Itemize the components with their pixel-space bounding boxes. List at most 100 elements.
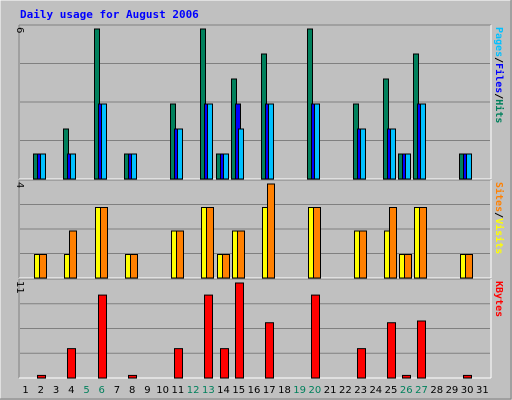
y-max-label: 6 [14,27,25,33]
x-tick-label-day-5: 5 [83,385,89,396]
x-tick-label-day-24: 24 [369,385,382,396]
x-tick-label-day-8: 8 [129,385,135,396]
legend-entry: Sites [493,182,505,212]
x-tick-label-day-22: 22 [339,385,352,396]
bar-kbytes-day-25 [387,322,396,379]
x-tick-label-day-12: 12 [187,385,200,396]
bar-kbytes-day-17 [265,322,274,379]
bar-kbytes-day-20 [311,294,320,379]
bar-sites-day-4 [69,230,77,279]
bar-pages-day-2 [40,153,46,180]
x-tick-label-day-17: 17 [263,385,276,396]
x-tick-label-day-18: 18 [278,385,291,396]
bar-kbytes-day-11 [174,348,183,379]
bar-pages-day-26 [405,153,411,180]
bar-pages-day-27 [420,103,426,180]
bar-kbytes-day-15 [235,282,244,379]
chart-title: Daily usage for August 2006 [20,8,199,21]
x-tick-label-day-28: 28 [430,385,443,396]
bar-pages-day-30 [466,153,472,180]
x-tick-label-day-2: 2 [38,385,44,396]
bar-pages-day-17 [268,103,274,180]
panel-sites-visits: 4 Sites/Visits [14,179,505,279]
bar-kbytes-day-2 [37,374,46,379]
legend-entry: / [493,93,504,99]
bar-sites-day-6 [100,207,108,279]
y-max-label: 4 [14,182,25,188]
x-tick-label-day-23: 23 [354,385,367,396]
bar-pages-day-20 [314,103,320,180]
bar-pages-day-4 [70,153,76,180]
bar-sites-day-26 [404,254,412,279]
bar-sites-day-14 [222,254,230,279]
x-tick-label-day-19: 19 [293,385,306,396]
x-tick-label-day-30: 30 [461,385,474,396]
legend-entry: Pages [493,27,504,57]
bar-kbytes-day-4 [67,348,76,379]
legend-entry: Files [493,63,505,93]
bar-kbytes-day-8 [128,374,137,379]
x-tick-label-day-26: 26 [400,385,413,396]
bar-sites-day-27 [419,207,427,279]
legend-entry: KBytes [493,281,504,317]
bar-pages-day-14 [223,153,229,180]
bar-kbytes-day-27 [417,320,426,379]
panel-kbytes: 11 KBytes [14,278,504,379]
bar-sites-day-11 [176,230,184,279]
bar-kbytes-day-23 [357,348,366,379]
x-tick-label-day-16: 16 [248,385,261,396]
bar-sites-day-30 [465,254,473,279]
bar-pages-day-13 [207,103,213,180]
series-legend-label: Sites/Visits [493,182,505,254]
bar-sites-day-25 [389,207,397,279]
x-tick-label-day-13: 13 [202,385,215,396]
bars [34,183,473,279]
legend-entry: Hits [493,99,505,123]
bar-sites-day-23 [359,230,367,279]
x-tick-label-day-6: 6 [99,385,105,396]
bar-kbytes-day-26 [402,374,411,379]
bars [33,28,472,180]
legend-entry: / [493,212,504,218]
bar-sites-day-20 [313,207,321,279]
bar-sites-day-2 [39,254,47,279]
x-tick-label-day-15: 15 [232,385,245,396]
bar-pages-day-6 [101,103,107,180]
x-tick-label-day-3: 3 [53,385,59,396]
bar-pages-day-23 [360,128,366,180]
x-tick-label-day-4: 4 [68,385,74,396]
bars [37,282,472,379]
x-tick-label-day-31: 31 [476,385,489,396]
panel-hits-files-pages: 6 Pages/Files/Hits [14,24,505,180]
legend-entry: / [493,57,504,63]
bar-sites-day-15 [237,230,245,279]
x-tick-label-day-21: 21 [324,385,337,396]
x-tick-label-day-29: 29 [446,385,459,396]
x-tick-label-day-1: 1 [22,385,28,396]
bar-pages-day-8 [131,153,137,180]
x-tick-label-day-27: 27 [415,385,428,396]
bar-kbytes-day-30 [463,374,472,379]
bar-sites-day-8 [130,254,138,279]
series-legend-label: Pages/Files/Hits [493,27,505,123]
bar-kbytes-day-14 [220,348,229,379]
x-tick-label-day-10: 10 [156,385,169,396]
series-legend-label: KBytes [493,281,504,317]
bar-pages-day-15 [238,128,244,180]
y-max-label: 11 [14,281,25,294]
x-tick-label-day-11: 11 [172,385,185,396]
x-tick-label-day-14: 14 [217,385,230,396]
x-tick-label-day-7: 7 [114,385,120,396]
x-tick-label-day-9: 9 [144,385,150,396]
x-axis-day-labels: 1 2 3 4 5 6 7 8 9 10 11 12 13 14 15 16 17 18 19 20 21 22 23 24 2… [22,385,488,396]
bar-sites-day-13 [206,207,214,279]
bar-pages-day-11 [177,128,183,180]
bar-kbytes-day-13 [204,294,213,379]
legend-entry: Visits [493,218,505,254]
bar-kbytes-day-6 [98,294,107,379]
bar-sites-day-17 [267,183,275,279]
x-tick-label-day-20: 20 [309,385,322,396]
